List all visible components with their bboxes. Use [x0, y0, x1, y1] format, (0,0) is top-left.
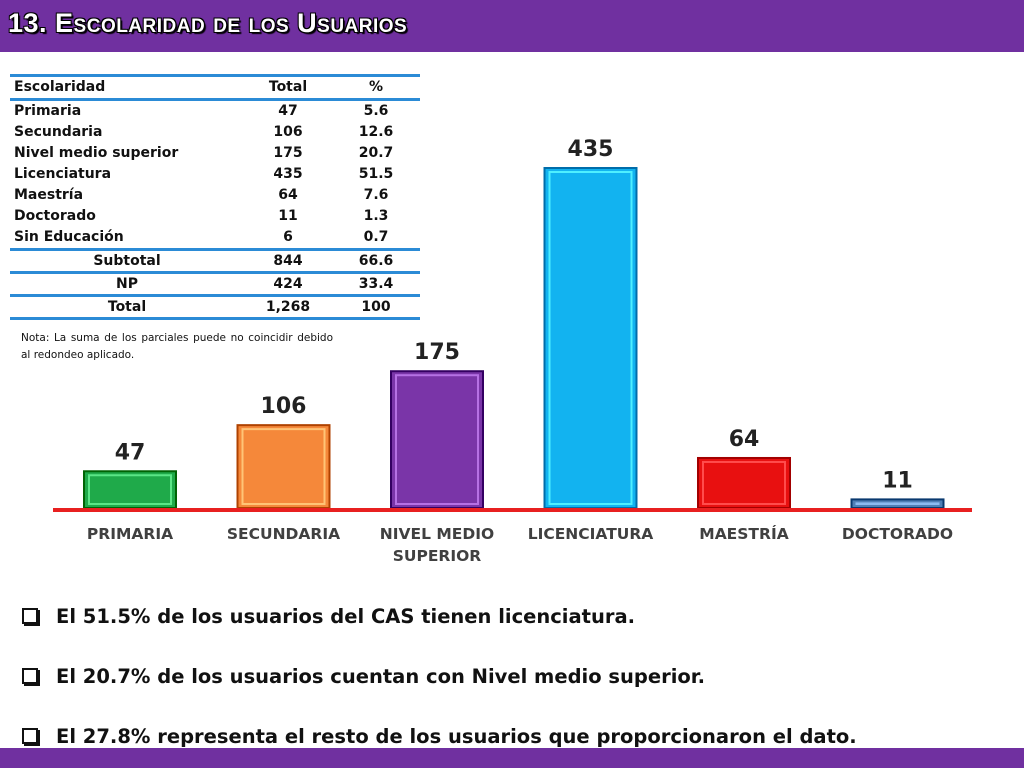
cell-level: Secundaria [14, 124, 103, 140]
bar-highlight-5 [855, 502, 940, 506]
table-row: Nivel medio superior 175 20.7 [10, 143, 420, 164]
category-label-4: MAESTRÍA [699, 524, 788, 543]
bullet-item: El 20.7% de los usuarios cuentan con Niv… [22, 646, 857, 706]
np-row: NP 424 33.4 [10, 271, 420, 296]
header-percent: % [368, 79, 384, 95]
cell-level: Nivel medio superior [14, 145, 179, 161]
table-row: Doctorado 11 1.3 [10, 206, 420, 227]
cell-level: Doctorado [14, 208, 96, 224]
category-label-3: LICENCIATURA [528, 525, 654, 543]
bar-2 [390, 370, 484, 509]
value-label-1: 106 [261, 394, 307, 419]
table-row: Primaria 47 5.6 [10, 100, 420, 123]
value-label-3: 435 [568, 137, 614, 162]
table-row: Licenciatura 435 51.5 [10, 164, 420, 185]
bar-3 [543, 167, 638, 509]
cell-percent: 12.6 [358, 124, 394, 140]
category-label-5: DOCTORADO [842, 525, 953, 543]
escolaridad-table: Escolaridad Total % Primaria 47 5.6 Secund… [10, 74, 420, 320]
bar-highlight-3 [548, 171, 633, 505]
bar-highlight-1 [241, 428, 326, 505]
bullet-item: El 51.5% de los usuarios del CAS tienen … [22, 586, 857, 646]
rounding-note: Nota: La suma de los parciales puede no … [21, 332, 333, 361]
bar-0 [83, 470, 177, 510]
bar-highlight-2 [395, 374, 479, 505]
cell-label: Total [10, 294, 244, 320]
cell-level: Sin Educación [14, 229, 124, 245]
category-label-0: PRIMARIA [87, 525, 173, 543]
table-row: Secundaria 106 12.6 [10, 122, 420, 143]
cell-total: 175 [273, 145, 303, 161]
cell-total: 106 [273, 124, 303, 140]
bottom-bar [0, 748, 1024, 768]
category-label-2: SUPERIOR [393, 547, 482, 565]
bar-1 [236, 424, 331, 509]
cell-percent: 1.3 [363, 208, 389, 224]
value-label-4: 64 [729, 427, 760, 452]
bullet-item: El 27.8% representa el resto de los usua… [22, 706, 857, 766]
subtotal-row: Subtotal 844 66.6 [10, 248, 420, 273]
cell-total: 6 [283, 229, 293, 245]
cell-total: 11 [278, 208, 298, 224]
table-row: Maestría 64 7.6 [10, 185, 420, 206]
cell-total: 47 [278, 103, 298, 119]
cell-percent: 51.5 [358, 166, 394, 182]
cell-percent: 5.6 [363, 103, 389, 119]
bar-highlight-0 [88, 474, 172, 506]
table-row: Sin Educación 6 0.7 [10, 227, 420, 250]
cell-level: Maestría [14, 187, 84, 203]
bar-highlight-4 [702, 460, 786, 506]
table-header-row: Escolaridad Total % [10, 75, 420, 100]
checkbox-bullet-icon [22, 728, 38, 744]
bullet-text: El 51.5% de los usuarios del CAS tienen … [56, 604, 636, 628]
header-escolaridad: Escolaridad [14, 79, 106, 95]
value-label-5: 11 [882, 468, 913, 493]
cell-label: NP [10, 271, 244, 296]
cell-percent: 66.6 [332, 248, 420, 273]
cell-level: Licenciatura [14, 166, 112, 182]
category-label-2: NIVEL MEDIO [380, 525, 494, 543]
checkbox-bullet-icon [22, 668, 38, 684]
value-label-0: 47 [115, 440, 146, 465]
checkbox-bullet-icon [22, 608, 38, 624]
cell-total: 424 [244, 271, 332, 296]
cell-total: 1,268 [244, 294, 332, 320]
category-label-1: SECUNDARIA [227, 525, 340, 543]
cell-percent: 100 [332, 294, 420, 320]
total-row: Total 1,268 100 [10, 294, 420, 320]
page-title: 13. Escolaridad de los Usuarios [8, 8, 408, 38]
cell-percent: 33.4 [332, 271, 420, 296]
bar-4 [697, 456, 791, 510]
cell-level: Primaria [14, 103, 82, 119]
header-total: Total [268, 79, 308, 95]
bullet-list: El 51.5% de los usuarios del CAS tienen … [22, 586, 857, 766]
cell-total: 64 [278, 187, 298, 203]
bullet-text: El 27.8% representa el resto de los usua… [56, 724, 857, 748]
cell-percent: 20.7 [358, 145, 394, 161]
cell-total: 435 [273, 166, 303, 182]
cell-label: Subtotal [10, 248, 244, 273]
value-label-2: 175 [414, 340, 460, 365]
cell-percent: 7.6 [363, 187, 389, 203]
cell-percent: 0.7 [363, 229, 389, 245]
bullet-text: El 20.7% de los usuarios cuentan con Niv… [56, 664, 706, 688]
title-bar: 13. Escolaridad de los Usuarios [0, 0, 1024, 52]
cell-total: 844 [244, 248, 332, 273]
